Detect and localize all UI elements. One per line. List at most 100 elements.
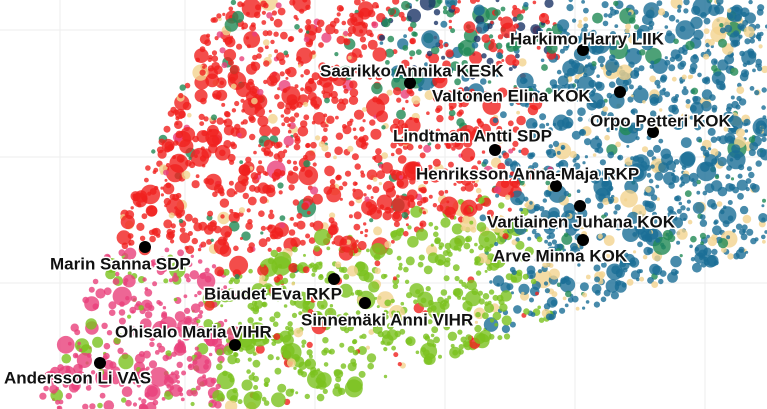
background-dot xyxy=(758,44,763,49)
background-dot xyxy=(717,118,722,123)
background-dot xyxy=(184,326,190,333)
background-dot xyxy=(666,114,674,121)
background-dot xyxy=(630,270,641,280)
background-dot xyxy=(446,200,450,204)
background-dot xyxy=(312,112,326,125)
background-dot xyxy=(562,296,567,301)
background-dot xyxy=(237,399,243,405)
background-dot xyxy=(418,144,423,149)
background-dot xyxy=(376,170,386,180)
background-dot xyxy=(348,95,359,106)
background-dot xyxy=(567,67,575,76)
background-dot xyxy=(627,96,634,103)
background-dot xyxy=(300,120,308,128)
background-dot xyxy=(90,370,96,375)
background-dot xyxy=(711,64,718,72)
background-dot xyxy=(216,89,228,101)
background-dot xyxy=(325,24,336,35)
background-dot xyxy=(440,20,448,28)
background-dot xyxy=(425,286,431,292)
background-dot xyxy=(308,78,315,84)
background-dot xyxy=(726,235,731,240)
background-dot xyxy=(260,231,264,235)
background-dot xyxy=(474,320,478,324)
background-dot xyxy=(243,391,262,409)
background-dot xyxy=(311,72,320,81)
background-dot xyxy=(448,109,456,117)
background-dot xyxy=(238,164,251,176)
background-dot xyxy=(130,295,137,302)
background-dot xyxy=(448,25,453,30)
background-dot xyxy=(392,118,400,126)
background-dot xyxy=(247,317,254,324)
background-dot xyxy=(174,120,183,129)
background-dot xyxy=(258,160,263,165)
background-dot xyxy=(335,115,339,120)
background-dot xyxy=(175,192,182,199)
background-dot xyxy=(548,144,553,149)
background-dot xyxy=(125,399,132,407)
background-dot xyxy=(598,120,602,124)
background-dot xyxy=(276,246,282,253)
background-dot xyxy=(419,152,426,159)
background-dot xyxy=(535,291,539,296)
background-dot xyxy=(504,158,513,167)
background-dot xyxy=(739,72,749,82)
background-dot xyxy=(743,118,751,126)
background-dot xyxy=(214,401,222,409)
background-dot xyxy=(121,397,127,403)
background-dot xyxy=(149,367,170,387)
background-dot xyxy=(351,242,358,249)
background-dot xyxy=(134,197,139,202)
background-dot xyxy=(318,261,323,266)
background-dot xyxy=(552,122,557,127)
background-dot xyxy=(407,26,414,32)
background-dot xyxy=(761,204,765,208)
background-dot xyxy=(426,171,431,176)
background-dot xyxy=(271,10,277,16)
background-dot xyxy=(259,196,268,204)
background-dot xyxy=(752,68,756,73)
background-dot xyxy=(696,190,701,195)
background-dot xyxy=(539,113,547,121)
background-dot xyxy=(257,264,269,277)
background-dot xyxy=(260,263,265,268)
background-dot xyxy=(271,341,277,346)
background-dot xyxy=(449,215,455,220)
background-dot xyxy=(292,165,299,172)
background-dot xyxy=(406,88,413,95)
background-dot xyxy=(219,149,226,157)
background-dot xyxy=(358,67,364,73)
background-dot xyxy=(142,350,151,359)
background-dot xyxy=(454,140,464,150)
background-dot xyxy=(484,303,495,313)
background-dot xyxy=(667,206,674,213)
background-dot xyxy=(761,136,767,143)
background-dot xyxy=(281,122,286,127)
background-dot xyxy=(516,110,520,115)
background-dot xyxy=(234,100,240,107)
background-dot xyxy=(186,389,194,397)
background-dot xyxy=(71,381,81,391)
background-dot xyxy=(352,349,359,356)
background-dot xyxy=(97,402,103,409)
background-dot xyxy=(605,279,620,293)
background-dot xyxy=(718,206,737,225)
background-dot xyxy=(105,268,116,280)
background-dot xyxy=(489,214,508,233)
background-dot xyxy=(347,265,358,277)
background-dot xyxy=(293,366,297,370)
background-dot xyxy=(681,165,687,171)
background-dot xyxy=(362,22,368,29)
background-dot xyxy=(391,345,396,351)
background-dot xyxy=(177,339,182,343)
background-dot xyxy=(132,192,148,208)
background-dot xyxy=(444,43,449,47)
background-dot xyxy=(322,82,334,94)
background-dot xyxy=(656,31,662,37)
background-dot xyxy=(211,55,219,62)
background-dot xyxy=(734,14,742,22)
background-dot xyxy=(480,78,487,85)
background-dot xyxy=(538,317,545,323)
background-dot xyxy=(217,355,225,364)
